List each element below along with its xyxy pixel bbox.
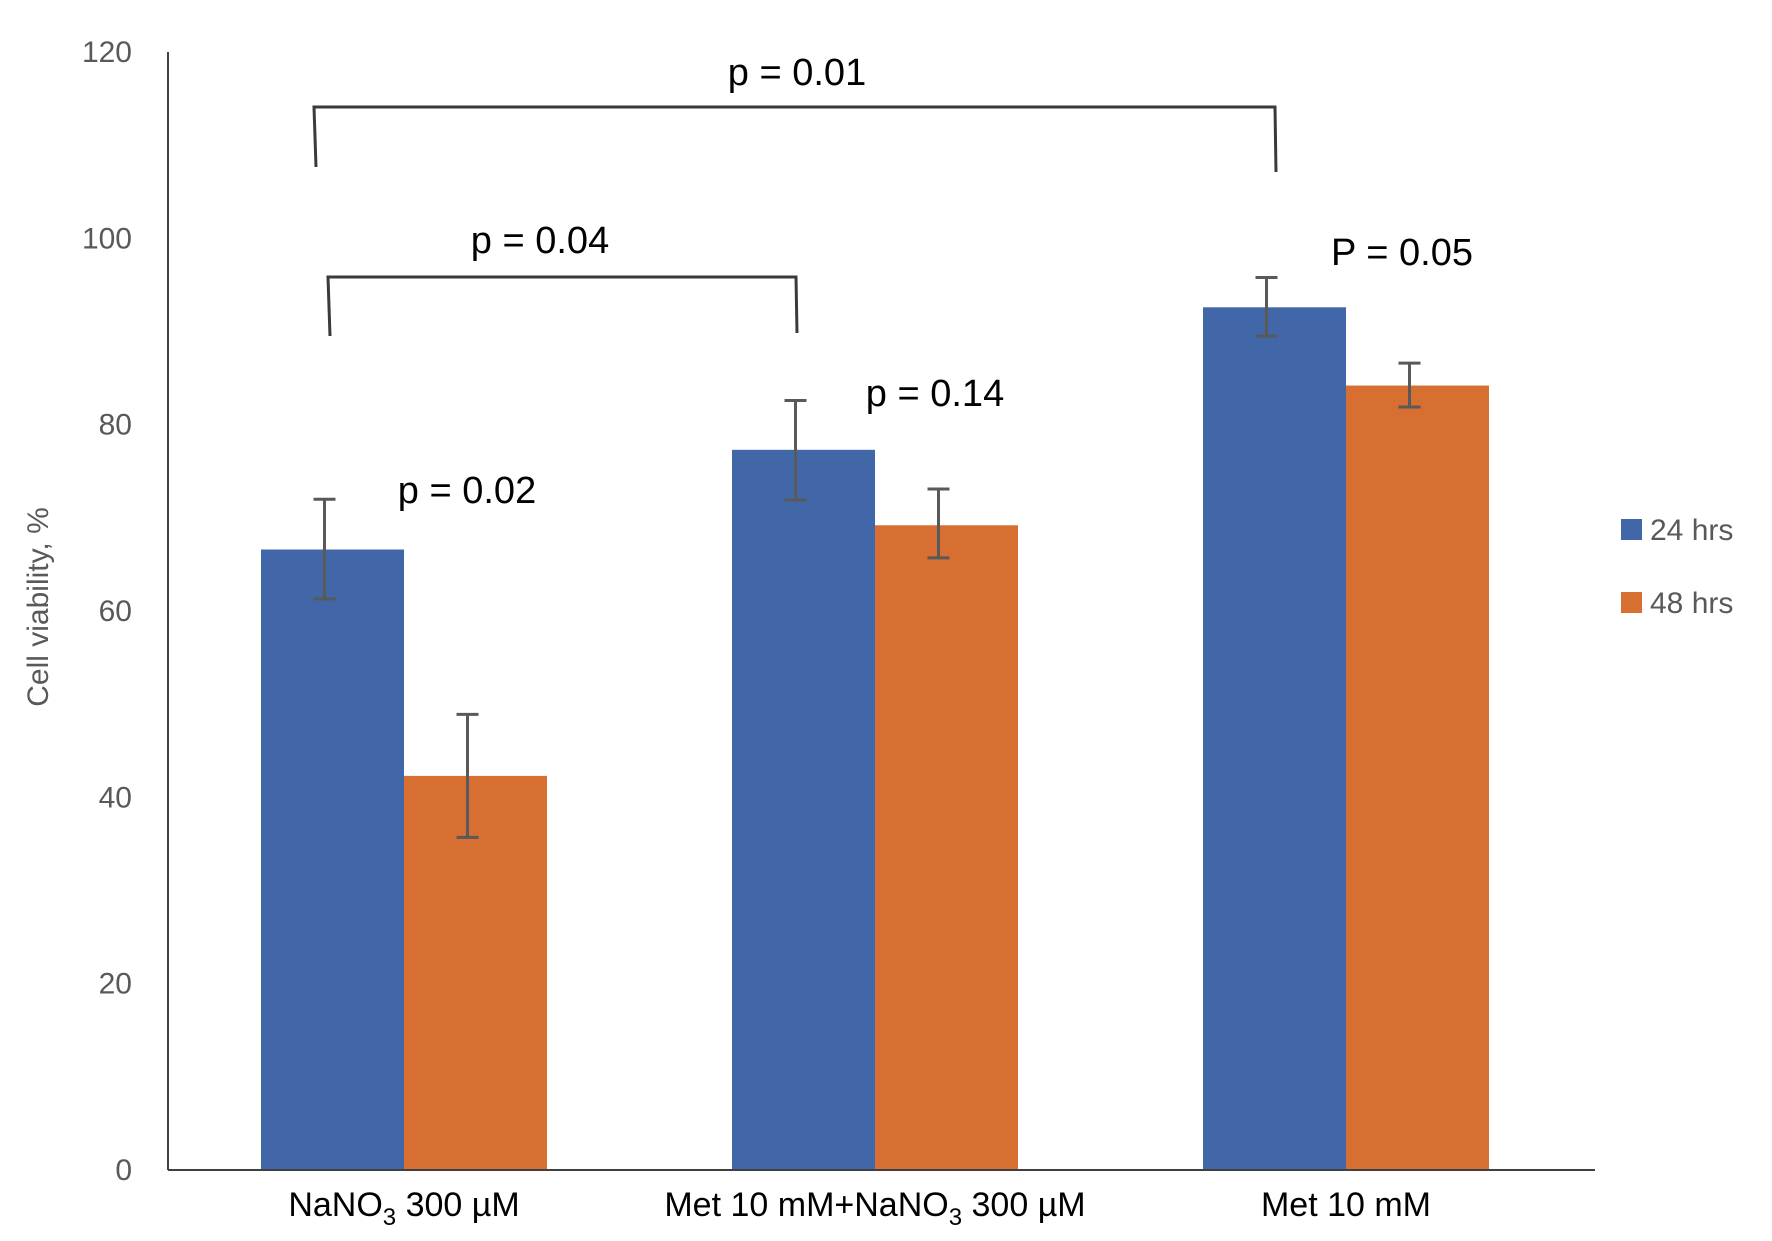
legend-label: 48 hrs <box>1650 587 1733 620</box>
p-value-label: p = 0.01 <box>728 52 866 94</box>
x-category-label: Met 10 mM+NaNO3 300 µM <box>664 1186 1085 1231</box>
legend: 24 hrs 48 hrs <box>1621 514 1733 620</box>
significance-bracket <box>312 105 1278 173</box>
error-bar <box>313 497 336 601</box>
bars <box>261 307 1489 1171</box>
p-value-label: P = 0.05 <box>1331 232 1473 274</box>
bar-48-hrs-1 <box>875 525 1018 1170</box>
error-bar <box>456 712 479 839</box>
y-tick-label: 80 <box>99 409 132 442</box>
p-value-label: p = 0.02 <box>398 470 536 512</box>
bar-48-hrs-0 <box>404 775 547 1170</box>
bar-24-hrs-0 <box>261 549 404 1170</box>
x-category-label: Met 10 mM <box>1261 1186 1431 1224</box>
y-tick-label: 100 <box>82 222 132 255</box>
error-bar <box>1398 361 1421 409</box>
error-bars <box>313 275 1421 839</box>
y-tick-label: 20 <box>99 968 132 1001</box>
legend-label: 24 hrs <box>1650 514 1733 547</box>
x-axis-categories: NaNO3 300 µM Met 10 mM+NaNO3 300 µM Met 10… <box>288 1186 1431 1231</box>
significance-annotations: p = 0.02 p = 0.14 P = 0.05 p = 0.04 p = 0.01 <box>312 52 1473 512</box>
y-tick-label: 0 <box>115 1154 132 1187</box>
y-tick-label: 40 <box>99 781 132 814</box>
legend-item: 24 hrs <box>1621 514 1733 547</box>
bar-48-hrs-2 <box>1346 385 1489 1171</box>
error-bar <box>927 487 950 560</box>
legend-item: 48 hrs <box>1621 587 1733 620</box>
bar-24-hrs-1 <box>732 449 875 1170</box>
y-axis-ticks: 0 20 40 60 80 100 120 <box>82 36 132 1187</box>
legend-swatch <box>1621 592 1642 613</box>
error-bar <box>784 398 807 502</box>
y-tick-label: 120 <box>82 36 132 69</box>
y-tick-label: 60 <box>99 595 132 628</box>
p-value-label: p = 0.14 <box>866 373 1004 415</box>
legend-swatch <box>1621 519 1642 540</box>
p-value-label: p = 0.04 <box>471 220 609 262</box>
error-bar <box>1255 275 1278 338</box>
significance-bracket <box>326 275 799 337</box>
bar-24-hrs-2 <box>1203 307 1346 1170</box>
y-axis-label: Cell viability, % <box>22 507 55 707</box>
x-category-label: NaNO3 300 µM <box>288 1186 519 1231</box>
